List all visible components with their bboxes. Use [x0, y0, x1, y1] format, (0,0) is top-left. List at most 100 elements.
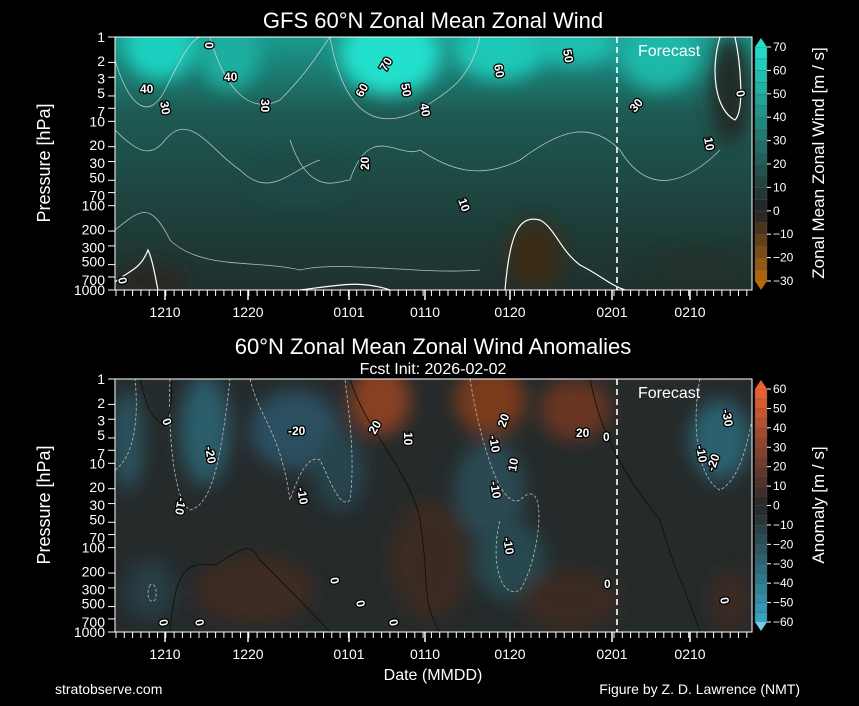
- colorbar-tick-label: −10: [773, 227, 794, 241]
- x-tick-label: 0210: [674, 304, 705, 320]
- y-tick-label: 5: [97, 427, 105, 443]
- y-tick-label: 100: [82, 198, 106, 214]
- colorbar-band: [754, 116, 768, 130]
- contour-label: 10: [505, 457, 521, 473]
- colorbar-band: [754, 388, 768, 400]
- colorbar-tick-label: 10: [773, 180, 787, 194]
- contour-label: -10: [693, 444, 710, 464]
- contour-label: 50: [560, 48, 576, 64]
- colorbar-tick-label: 60: [773, 63, 787, 77]
- contour-label: 10: [701, 136, 717, 152]
- contour-label: 20: [358, 156, 372, 170]
- contour-label: -10: [486, 434, 503, 454]
- colorbar-band: [754, 456, 768, 468]
- contour-label: 0: [353, 599, 368, 608]
- colorbar-band: [754, 466, 768, 477]
- y-tick-label: 700: [82, 614, 106, 630]
- y-tick-label: 3: [97, 71, 105, 87]
- contour-label: 30: [258, 99, 272, 113]
- y-tick-label: 7: [97, 103, 105, 119]
- top-colorbar: 70 60 50 40 30 20 10 0 −10 −20 −30: [754, 38, 794, 290]
- y-tick-label: 2: [97, 395, 105, 411]
- contour-label: 40: [140, 82, 154, 96]
- y-tick-label: 1000: [74, 624, 105, 640]
- colorbar-tick-label: 0: [773, 204, 780, 218]
- colorbar-tick-label: −30: [773, 557, 794, 571]
- y-tick-label: 300: [82, 239, 106, 255]
- colorbar-tick-label: −40: [773, 576, 794, 590]
- y-tick-label: 10: [89, 113, 105, 129]
- colorbar-tick-label: 40: [773, 110, 787, 124]
- footer-credit: Figure by Z. D. Lawrence (NMT): [599, 681, 800, 697]
- top-forecast-label: Forecast: [638, 43, 701, 60]
- colorbar-band: [754, 105, 768, 118]
- x-tick-label: 0201: [596, 304, 627, 320]
- colorbar-band: [754, 140, 768, 153]
- bottom-plot-field: [115, 379, 752, 632]
- y-tick-label: 70: [89, 188, 105, 204]
- colorbar-band: [754, 495, 768, 506]
- colorbar-band: [754, 222, 768, 235]
- colorbar-extend-low: [755, 281, 767, 290]
- colorbar-band: [754, 417, 768, 429]
- colorbar-band: [754, 245, 768, 259]
- x-tick-label: 0201: [596, 646, 627, 662]
- y-tick-label: 70: [89, 530, 105, 546]
- contour-label: 50: [398, 82, 414, 98]
- y-tick-label: 3: [97, 413, 105, 429]
- colorbar-tick-label: 30: [773, 440, 787, 454]
- colorbar-tick-label: −30: [773, 274, 794, 288]
- y-tick-label: 500: [82, 596, 106, 612]
- contour-label: 10: [455, 196, 473, 214]
- top-colorbar-label: Zonal Mean Zonal Wind [m / s]: [809, 47, 828, 278]
- bottom-colorbar-label: Anomaly [m / s]: [809, 446, 828, 563]
- x-tick-label: 1220: [232, 646, 263, 662]
- x-tick-label: 1210: [149, 304, 180, 320]
- colorbar-band: [754, 553, 768, 565]
- colorbar-band: [754, 582, 768, 594]
- colorbar-band: [754, 257, 768, 270]
- colorbar-band: [754, 602, 768, 613]
- colorbar-band: [754, 505, 768, 516]
- y-tick-label: 10: [89, 455, 105, 471]
- colorbar-band: [754, 437, 768, 448]
- footer-site: stratobserve.com: [55, 681, 162, 697]
- colorbar-band: [754, 544, 768, 555]
- y-tick-label: 20: [89, 137, 105, 153]
- colorbar-band: [754, 592, 768, 604]
- y-tick-label: 7: [97, 445, 105, 461]
- contour-label: 0: [603, 430, 610, 444]
- x-tick-label: 1210: [149, 646, 180, 662]
- bottom-subtitle: Fcst Init: 2026-02-02: [360, 361, 507, 378]
- contour-label: 20: [495, 411, 513, 429]
- colorbar-band: [754, 515, 768, 526]
- colorbar-band: [754, 81, 768, 95]
- colorbar-band: [754, 408, 768, 419]
- contour-label: 0: [115, 276, 130, 285]
- colorbar-band: [754, 233, 768, 247]
- colorbar-tick-label: 50: [773, 87, 787, 101]
- contour-label: 60: [491, 63, 507, 79]
- colorbar-band: [754, 447, 768, 458]
- colorbar-band: [754, 476, 768, 487]
- y-tick-label: 30: [89, 497, 105, 513]
- colorbar-extend-high: [755, 38, 767, 47]
- x-tick-label: 0101: [333, 646, 364, 662]
- colorbar-band: [754, 612, 768, 623]
- bottom-plot-frame: [114, 378, 753, 633]
- y-tick-label: 2: [97, 53, 105, 69]
- colorbar-tick-label: −10: [773, 518, 794, 532]
- x-tick-label: 1220: [232, 304, 263, 320]
- contour-label: 0: [386, 618, 401, 627]
- colorbar-band: [754, 398, 768, 409]
- x-tick-label: 0110: [410, 646, 440, 662]
- y-tick-label: 5: [97, 85, 105, 101]
- colorbar-tick-label: 0: [773, 499, 780, 513]
- x-tick-label: 0110: [410, 304, 440, 320]
- contour-label: -10: [487, 480, 504, 500]
- bottom-forecast-label: Forecast: [638, 385, 701, 402]
- contour-label: -30: [719, 408, 736, 428]
- colorbar-tick-label: −60: [773, 615, 794, 629]
